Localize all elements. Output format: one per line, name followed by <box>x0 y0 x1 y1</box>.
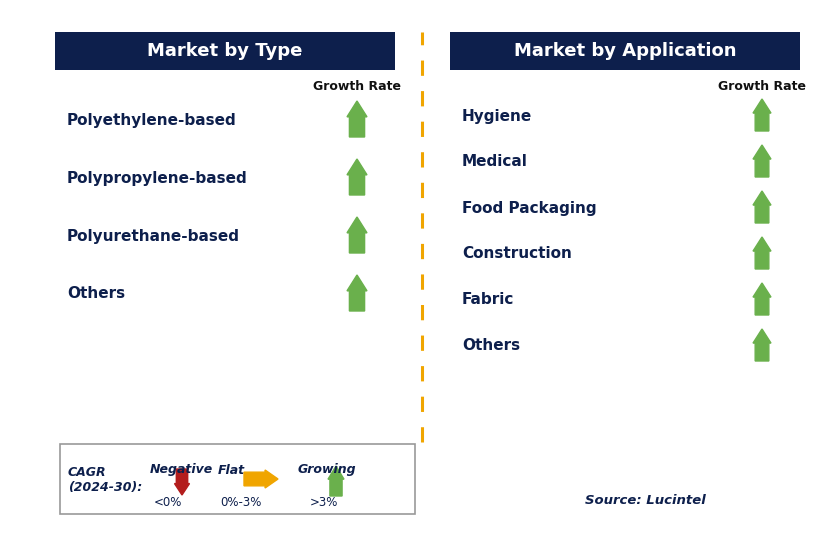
Polygon shape <box>347 159 367 195</box>
Text: Hygiene: Hygiene <box>461 108 532 124</box>
Text: Polypropylene-based: Polypropylene-based <box>67 171 248 185</box>
Polygon shape <box>328 466 344 496</box>
Polygon shape <box>752 191 770 223</box>
Text: Negative: Negative <box>150 463 213 476</box>
Text: (2024-30):: (2024-30): <box>68 481 142 494</box>
Polygon shape <box>243 470 277 488</box>
Polygon shape <box>752 283 770 315</box>
Polygon shape <box>752 145 770 177</box>
Text: Market by Application: Market by Application <box>513 42 735 60</box>
Text: Growth Rate: Growth Rate <box>313 80 401 93</box>
Text: Polyurethane-based: Polyurethane-based <box>67 229 240 243</box>
Polygon shape <box>752 99 770 131</box>
Text: Growing: Growing <box>297 463 356 476</box>
Text: Polyethylene-based: Polyethylene-based <box>67 113 237 127</box>
Text: Growth Rate: Growth Rate <box>717 80 805 93</box>
Polygon shape <box>347 217 367 253</box>
Polygon shape <box>752 237 770 269</box>
Text: Medical: Medical <box>461 154 527 170</box>
Bar <box>55 32 394 70</box>
Text: Others: Others <box>67 287 125 301</box>
Text: Fabric: Fabric <box>461 293 513 307</box>
Bar <box>450 32 799 70</box>
Polygon shape <box>347 275 367 311</box>
Text: Flat: Flat <box>218 463 245 476</box>
Text: Food Packaging: Food Packaging <box>461 201 596 216</box>
Text: <0%: <0% <box>154 496 182 509</box>
Text: Source: Lucintel: Source: Lucintel <box>584 494 705 507</box>
Polygon shape <box>174 469 190 495</box>
Text: CAGR: CAGR <box>68 466 107 479</box>
Polygon shape <box>347 101 367 137</box>
Bar <box>60 444 415 514</box>
Polygon shape <box>752 329 770 361</box>
Text: Market by Type: Market by Type <box>147 42 302 60</box>
Text: 0%-3%: 0%-3% <box>219 496 261 509</box>
Text: Construction: Construction <box>461 247 571 261</box>
Text: >3%: >3% <box>310 496 338 509</box>
Text: Others: Others <box>461 339 519 353</box>
